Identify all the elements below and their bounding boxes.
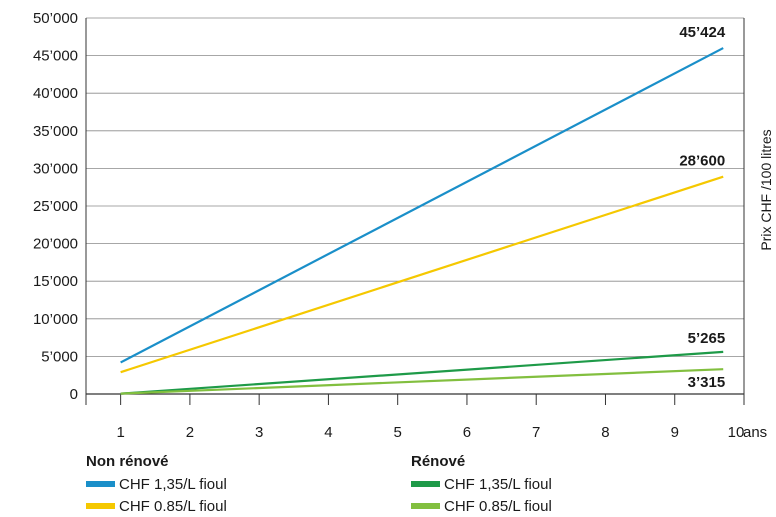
legend-label: CHF 1,35/L fioul <box>119 475 227 493</box>
legend-renove: Rénové CHF 1,35/L fioul CHF 0.85/L fioul <box>411 451 552 517</box>
legend-non-renove: Non rénové CHF 1,35/L fioul CHF 0.85/L f… <box>86 451 227 517</box>
legend-swatch <box>411 481 440 487</box>
end-labels: 45’424 28’600 5’265 3’315 <box>679 24 726 391</box>
x-axis-unit: ans <box>743 424 767 441</box>
series-line <box>120 175 724 374</box>
legend-swatch <box>86 503 115 509</box>
y-tick-label: 20’000 <box>33 236 78 253</box>
x-tick-label: 10 <box>728 424 745 441</box>
legend-swatch <box>411 503 440 509</box>
end-value-label: 45’424 <box>679 24 726 41</box>
y-axis-ticks: 0 5’000 10’000 15’000 20’000 25’000 30’000 35’0… <box>33 10 78 403</box>
x-tick-label: 3 <box>255 424 263 441</box>
x-tick-label: 2 <box>186 424 194 441</box>
legend-item: CHF 0.85/L fioul <box>86 495 227 517</box>
x-tick-label: 9 <box>671 424 679 441</box>
legend-item: CHF 1,35/L fioul <box>411 473 552 495</box>
legend-group-title: Non rénové <box>86 453 169 470</box>
series-lines <box>120 47 724 395</box>
x-tick-label: 6 <box>463 424 471 441</box>
y-tick-label: 0 <box>70 386 78 403</box>
y-tick-label: 30’000 <box>33 160 78 177</box>
y-tick-label: 35’000 <box>33 123 78 140</box>
legend-label: CHF 1,35/L fioul <box>444 475 552 493</box>
legend-item: CHF 0.85/L fioul <box>411 495 552 517</box>
end-value-label: 5’265 <box>688 330 726 347</box>
x-tick-label: 4 <box>324 424 332 441</box>
series-line <box>120 368 724 395</box>
line-chart: 0 5’000 10’000 15’000 20’000 25’000 30’000 35’0… <box>33 10 774 441</box>
y-tick-label: 10’000 <box>33 311 78 328</box>
end-value-label: 3’315 <box>688 374 726 391</box>
legend-item: CHF 1,35/L fioul <box>86 473 227 495</box>
y-axis-title: Prix CHF /100 litres <box>758 129 774 250</box>
end-value-label: 28’600 <box>679 153 725 170</box>
x-tick-label: 7 <box>532 424 540 441</box>
legend-swatch <box>86 481 115 487</box>
x-tick-label: 5 <box>394 424 402 441</box>
y-tick-label: 40’000 <box>33 85 78 102</box>
y-tick-label: 45’000 <box>33 48 78 65</box>
x-tick-label: 8 <box>601 424 609 441</box>
series-line <box>120 350 724 395</box>
y-tick-label: 50’000 <box>33 10 78 27</box>
legend-label: CHF 0.85/L fioul <box>444 497 552 515</box>
legend-label: CHF 0.85/L fioul <box>119 497 227 515</box>
legend-group-title: Rénové <box>411 453 466 470</box>
gridlines <box>85 17 745 395</box>
y-tick-label: 5’000 <box>41 348 78 365</box>
x-tick-label: 1 <box>116 424 124 441</box>
y-tick-label: 25’000 <box>33 198 78 215</box>
series-line <box>120 47 724 364</box>
y-tick-label: 15’000 <box>33 273 78 290</box>
